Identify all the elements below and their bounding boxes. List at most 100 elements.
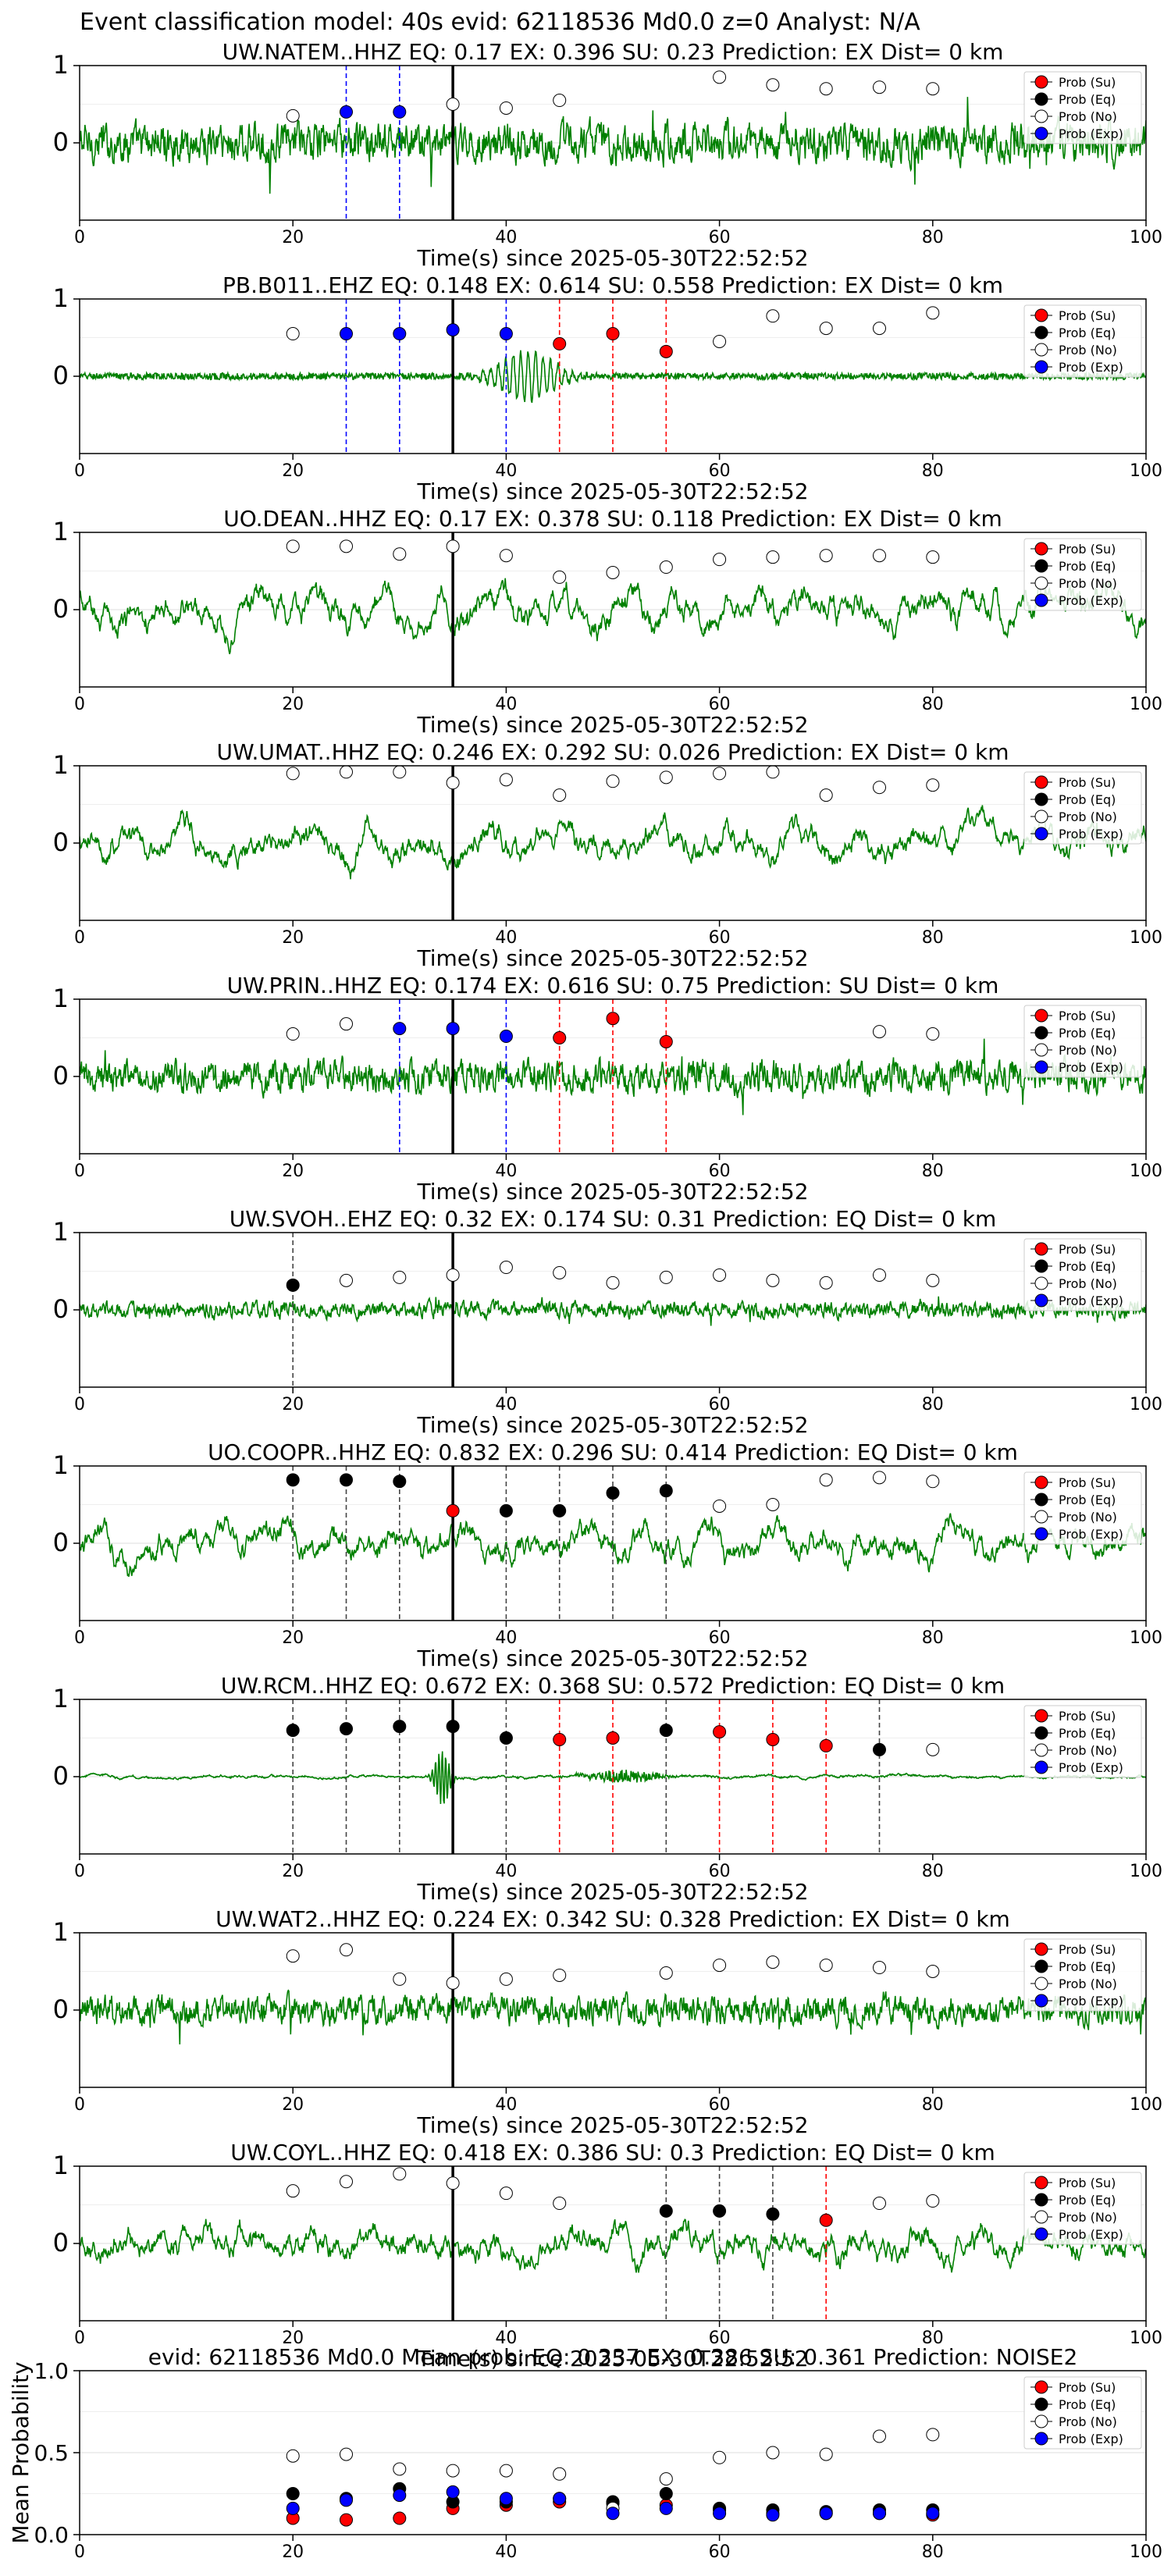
mean-marker-no bbox=[819, 2447, 833, 2461]
prob-marker-eq bbox=[606, 1486, 620, 1500]
x-tick-label: 60 bbox=[709, 2329, 731, 2348]
prob-marker-eq bbox=[873, 1742, 886, 1756]
prob-marker-no bbox=[713, 553, 727, 567]
y-tick-label: 0 bbox=[53, 1761, 69, 1791]
legend-label: Prob (Su) bbox=[1059, 775, 1116, 790]
prob-marker-exp bbox=[340, 105, 353, 119]
legend-marker bbox=[1034, 1510, 1048, 1524]
x-tick-label: 100 bbox=[1130, 2095, 1162, 2115]
x-tick-label: 60 bbox=[709, 461, 731, 481]
legend-marker bbox=[1034, 2414, 1048, 2428]
legend-marker bbox=[1034, 1527, 1048, 1541]
legend-label: Prob (Su) bbox=[1059, 75, 1116, 90]
x-tick-label: 20 bbox=[282, 695, 304, 714]
prob-marker-exp bbox=[446, 323, 460, 337]
prob-marker-no bbox=[926, 550, 940, 564]
prob-marker-exp bbox=[499, 327, 513, 341]
x-tick-label: 60 bbox=[709, 1395, 731, 1414]
prob-marker-su bbox=[819, 1738, 833, 1752]
mean-marker-exp bbox=[286, 2501, 300, 2515]
plot-area bbox=[80, 299, 1146, 454]
legend-label: Prob (Exp) bbox=[1059, 1760, 1123, 1775]
prob-marker-eq bbox=[286, 1724, 300, 1738]
legend-label: Prob (Eq) bbox=[1059, 1726, 1116, 1741]
prob-marker-no bbox=[446, 98, 460, 111]
y-tick-label: 0 bbox=[53, 127, 69, 157]
legend-marker bbox=[1034, 1009, 1048, 1023]
legend-marker bbox=[1034, 92, 1048, 106]
y-tick-label: 1 bbox=[53, 2151, 69, 2180]
legend-marker bbox=[1034, 1475, 1048, 1489]
prob-marker-no bbox=[606, 565, 620, 579]
mean-marker-exp bbox=[446, 2485, 460, 2499]
y-tick-label: 0 bbox=[53, 1994, 69, 2024]
legend-marker bbox=[1034, 576, 1048, 590]
prob-marker-no bbox=[499, 773, 513, 787]
legend-label: Prob (Su) bbox=[1059, 1242, 1116, 1257]
prob-marker-no bbox=[873, 1471, 886, 1485]
legend-label: Prob (No) bbox=[1059, 343, 1117, 358]
mean-marker-exp bbox=[659, 2501, 673, 2515]
legend-marker bbox=[1034, 1726, 1048, 1740]
legend-label: Prob (No) bbox=[1059, 2414, 1117, 2429]
subplot-5: UW.PRIN..HHZ EQ: 0.174 EX: 0.616 SU: 0.7… bbox=[53, 973, 1162, 1204]
legend-box bbox=[1023, 1705, 1142, 1778]
x-tick-label: 60 bbox=[709, 1862, 731, 1881]
x-tick-label: 20 bbox=[282, 2329, 304, 2348]
figure-suptitle: Event classification model: 40s evid: 62… bbox=[80, 9, 920, 36]
prob-marker-eq bbox=[499, 1503, 513, 1517]
legend-marker bbox=[1034, 1942, 1048, 1956]
prob-marker-no bbox=[553, 570, 567, 584]
y-tick-label: 1 bbox=[53, 750, 69, 780]
prob-marker-no bbox=[499, 1261, 513, 1275]
mean-marker-no bbox=[713, 2450, 727, 2464]
legend-label: Prob (No) bbox=[1059, 1510, 1117, 1525]
waveform-trace bbox=[80, 350, 1146, 404]
prob-marker-exp bbox=[446, 1022, 460, 1036]
x-tick-label: 80 bbox=[922, 928, 944, 948]
prob-marker-no bbox=[393, 547, 407, 561]
subplot-3: UO.DEAN..HHZ EQ: 0.17 EX: 0.378 SU: 0.11… bbox=[53, 506, 1162, 738]
legend-label: Prob (No) bbox=[1059, 109, 1117, 124]
subplot-title: PB.B011..EHZ EQ: 0.148 EX: 0.614 SU: 0.5… bbox=[222, 272, 1003, 298]
legend-label: Prob (No) bbox=[1059, 1976, 1117, 1991]
prob-marker-no bbox=[659, 1966, 673, 1980]
legend-marker bbox=[1034, 1493, 1048, 1507]
prob-marker-no bbox=[713, 334, 727, 348]
mean-marker-exp bbox=[606, 2507, 620, 2521]
legend-box bbox=[1023, 1238, 1142, 1311]
subplot-8: UW.RCM..HHZ EQ: 0.672 EX: 0.368 SU: 0.57… bbox=[53, 1673, 1162, 1905]
y-tick-label: 0 bbox=[53, 827, 69, 857]
x-tick-label: 20 bbox=[282, 1628, 304, 1648]
subplot-7: UO.COOPR..HHZ EQ: 0.832 EX: 0.296 SU: 0.… bbox=[53, 1439, 1162, 1671]
y-tick-label: 0 bbox=[53, 1528, 69, 1557]
prob-marker-no bbox=[766, 766, 780, 779]
prob-marker-no bbox=[873, 1025, 886, 1039]
x-tick-label: 20 bbox=[282, 1395, 304, 1414]
x-axis-label: Time(s) since 2025-05-30T22:52:52 bbox=[416, 1646, 808, 1671]
x-axis-label: Time(s) since 2025-05-30T22:52:52 bbox=[416, 1879, 808, 1905]
x-tick-label: 40 bbox=[495, 928, 517, 948]
legend-box bbox=[1023, 304, 1142, 378]
prob-marker-su bbox=[659, 344, 673, 358]
y-axis-label: Mean Probability bbox=[8, 2361, 34, 2543]
mean-marker-exp bbox=[499, 2492, 513, 2506]
legend-marker bbox=[1034, 75, 1048, 89]
plot-area bbox=[80, 66, 1146, 220]
x-tick-label: 0 bbox=[74, 1162, 85, 1181]
x-tick-label: 60 bbox=[709, 695, 731, 714]
x-tick-label: 100 bbox=[1130, 695, 1162, 714]
prob-marker-no bbox=[499, 549, 513, 563]
subplot-title: UO.COOPR..HHZ EQ: 0.832 EX: 0.296 SU: 0.… bbox=[208, 1439, 1018, 1465]
legend-marker bbox=[1034, 1043, 1048, 1057]
x-tick-label: 100 bbox=[1130, 1162, 1162, 1181]
mean-marker-no bbox=[286, 2449, 300, 2463]
x-tick-label: 60 bbox=[709, 1162, 731, 1181]
legend-label: Prob (Eq) bbox=[1059, 1259, 1116, 1274]
prob-marker-eq bbox=[553, 1503, 567, 1517]
prob-marker-no bbox=[873, 781, 886, 795]
prob-marker-no bbox=[606, 774, 620, 788]
legend-label: Prob (Exp) bbox=[1059, 2432, 1123, 2446]
prob-marker-no bbox=[819, 1276, 833, 1290]
